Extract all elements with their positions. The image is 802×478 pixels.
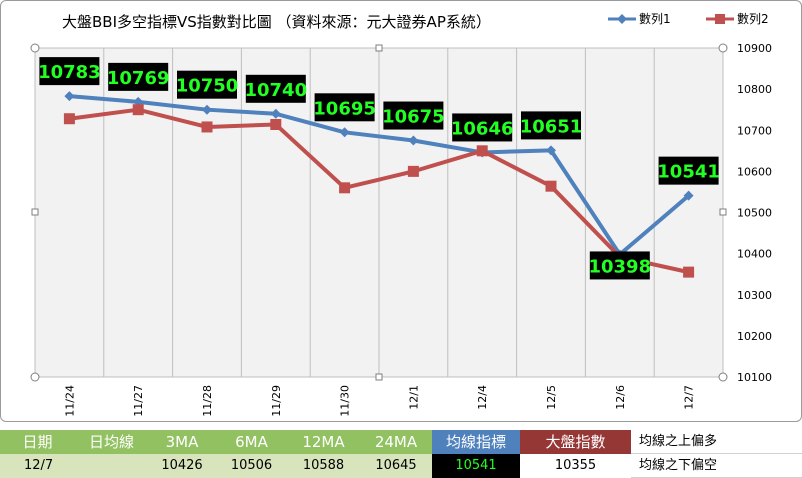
point-series2 [683, 266, 695, 278]
x-tick-label: 12/5 [545, 385, 558, 410]
legend-label: 數列1 [639, 12, 671, 26]
series-line-2 [69, 107, 690, 275]
point-series2 [407, 165, 419, 177]
header-date[interactable]: 日期 [0, 430, 75, 454]
data-label-box [383, 101, 444, 130]
y-tick-label: 10100 [737, 371, 772, 384]
data-label: 10740 [244, 80, 307, 101]
point-series1 [202, 104, 212, 115]
y-tick-label: 10600 [737, 165, 772, 178]
data-label: 10541 [657, 162, 720, 183]
point-series2 [476, 145, 488, 157]
header-row: 日期 日均線 3MA 6MA 12MA 24MA 均線指標 大盤指數 均線之上偏… [0, 430, 802, 454]
data-row: 12/7 10426 10506 10588 10645 10541 10355… [0, 454, 802, 478]
data-label: 10651 [520, 116, 583, 137]
series-line-1 [69, 94, 690, 257]
point-series1 [270, 108, 281, 119]
cell-ma-indicator[interactable]: 10541 [432, 454, 520, 478]
cell-daily-ma[interactable] [75, 454, 148, 478]
x-tick-label: 11/28 [201, 385, 214, 417]
point-series1 [64, 91, 75, 102]
point-series1 [339, 127, 350, 138]
y-tick-label: 10500 [737, 207, 772, 220]
point-series1 [408, 135, 419, 146]
point-series1 [546, 145, 556, 156]
data-label-box [452, 113, 513, 142]
data-label-box [245, 74, 306, 103]
y-tick-label: 10400 [737, 248, 772, 261]
note-bearish[interactable]: 均線之下偏空 [631, 454, 802, 478]
x-tick-label: 11/24 [63, 385, 76, 417]
header-daily-ma[interactable]: 日均線 [75, 430, 148, 454]
y-tick-label: 10300 [737, 289, 772, 302]
data-label: 10675 [382, 107, 445, 128]
data-label: 10398 [588, 256, 651, 277]
legend-marker [617, 14, 627, 24]
x-tick-label: 12/6 [614, 385, 627, 410]
cell-date[interactable]: 12/7 [0, 454, 75, 478]
header-index[interactable]: 大盤指數 [520, 430, 631, 454]
header-ma-indicator[interactable]: 均線指標 [432, 430, 520, 454]
header-12ma[interactable]: 12MA [287, 430, 360, 454]
data-label: 10695 [313, 98, 376, 119]
cell-6ma[interactable]: 10506 [216, 454, 287, 478]
cell-12ma[interactable]: 10588 [287, 454, 360, 478]
point-series2 [63, 113, 75, 125]
x-tick-label: 11/27 [132, 385, 145, 417]
legend-marker [715, 14, 725, 24]
x-tick-label: 12/4 [476, 385, 489, 410]
data-label: 10646 [451, 118, 514, 139]
cell-index[interactable]: 10355 [520, 454, 631, 478]
data-label-box [589, 251, 650, 280]
resize-handle [719, 208, 727, 216]
data-label: 10783 [38, 62, 101, 83]
x-tick-label: 11/29 [270, 385, 283, 417]
line-chart: 10100 10200 10300 10400 10500 10600 10700 10800… [30, 12, 772, 417]
cell-24ma[interactable]: 10645 [360, 454, 432, 478]
data-label: 10769 [107, 68, 170, 89]
resize-handle [718, 43, 728, 53]
point-series2 [339, 182, 351, 194]
y-tick-label: 10200 [737, 330, 772, 343]
y-tick-label: 10900 [737, 42, 772, 55]
point-series2 [545, 180, 557, 192]
data-label-box [177, 70, 237, 99]
resize-handle [30, 43, 40, 53]
chart-title: 大盤BBI多空指標VS指數對比圖 （資料來源：元大證券AP系統） [62, 13, 491, 31]
resize-handle [375, 373, 383, 381]
data-label-box [108, 62, 169, 91]
resize-handle [31, 208, 39, 216]
point-series1 [683, 190, 694, 201]
y-tick-label: 10800 [737, 83, 772, 96]
point-series2 [270, 118, 282, 130]
x-tick-label: 12/7 [683, 385, 696, 410]
data-label: 10750 [176, 76, 239, 97]
point-series2 [132, 104, 144, 116]
header-6ma[interactable]: 6MA [216, 430, 287, 454]
data-label-box [39, 57, 100, 86]
point-series2 [201, 121, 213, 133]
resize-handle [30, 372, 40, 382]
legend-label: 數列2 [737, 12, 769, 26]
resize-handle [718, 372, 728, 382]
note-bullish[interactable]: 均線之上偏多 [631, 430, 802, 454]
cell-3ma[interactable]: 10426 [148, 454, 216, 478]
resize-handle [375, 44, 383, 52]
spreadsheet-strip: 日期 日均線 3MA 6MA 12MA 24MA 均線指標 大盤指數 均線之上偏… [0, 430, 802, 478]
y-tick-label: 10700 [737, 124, 772, 137]
data-label-box [658, 156, 719, 185]
data-label-box [521, 111, 581, 140]
data-label-box [314, 93, 375, 122]
x-tick-label: 11/30 [339, 385, 352, 417]
header-24ma[interactable]: 24MA [360, 430, 432, 454]
x-tick-label: 12/1 [407, 385, 420, 410]
header-3ma[interactable]: 3MA [148, 430, 216, 454]
